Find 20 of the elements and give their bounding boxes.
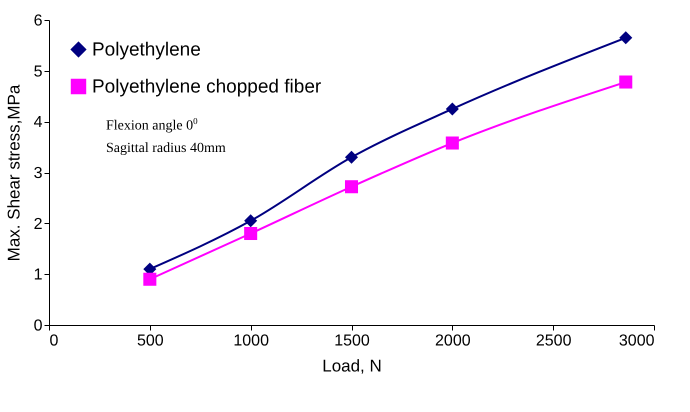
y-tick-label: 1 [34, 266, 43, 284]
annotation: Sagittal radius 40mm [106, 140, 226, 158]
x-axis-title: Load, N [322, 356, 382, 376]
x-tick-label: 1500 [334, 332, 370, 350]
x-tick-label: 500 [136, 332, 164, 350]
y-tick-label: 0 [34, 318, 43, 334]
annotation: Flexion angle 0$^{0}$ [106, 115, 199, 136]
y-tick-label: 2 [34, 216, 43, 233]
x-tick-label: 0 [50, 332, 58, 350]
y-tick-label: 6 [34, 12, 43, 30]
x-tick-label: 3000 [618, 332, 655, 350]
y-axis-title: Max. Shear stress,MPa [4, 84, 24, 262]
x-tick-label: 2000 [435, 332, 471, 350]
legend-label: Polyethylene chopped fiber [92, 76, 322, 98]
x-tick-label: 1000 [233, 332, 270, 350]
y-tick-label: 3 [34, 165, 43, 182]
y-tick-label: 5 [34, 63, 43, 80]
y-tick-label: 4 [34, 114, 43, 132]
legend-label: Polyethylene [92, 40, 201, 60]
x-tick-label: 2500 [536, 332, 572, 350]
